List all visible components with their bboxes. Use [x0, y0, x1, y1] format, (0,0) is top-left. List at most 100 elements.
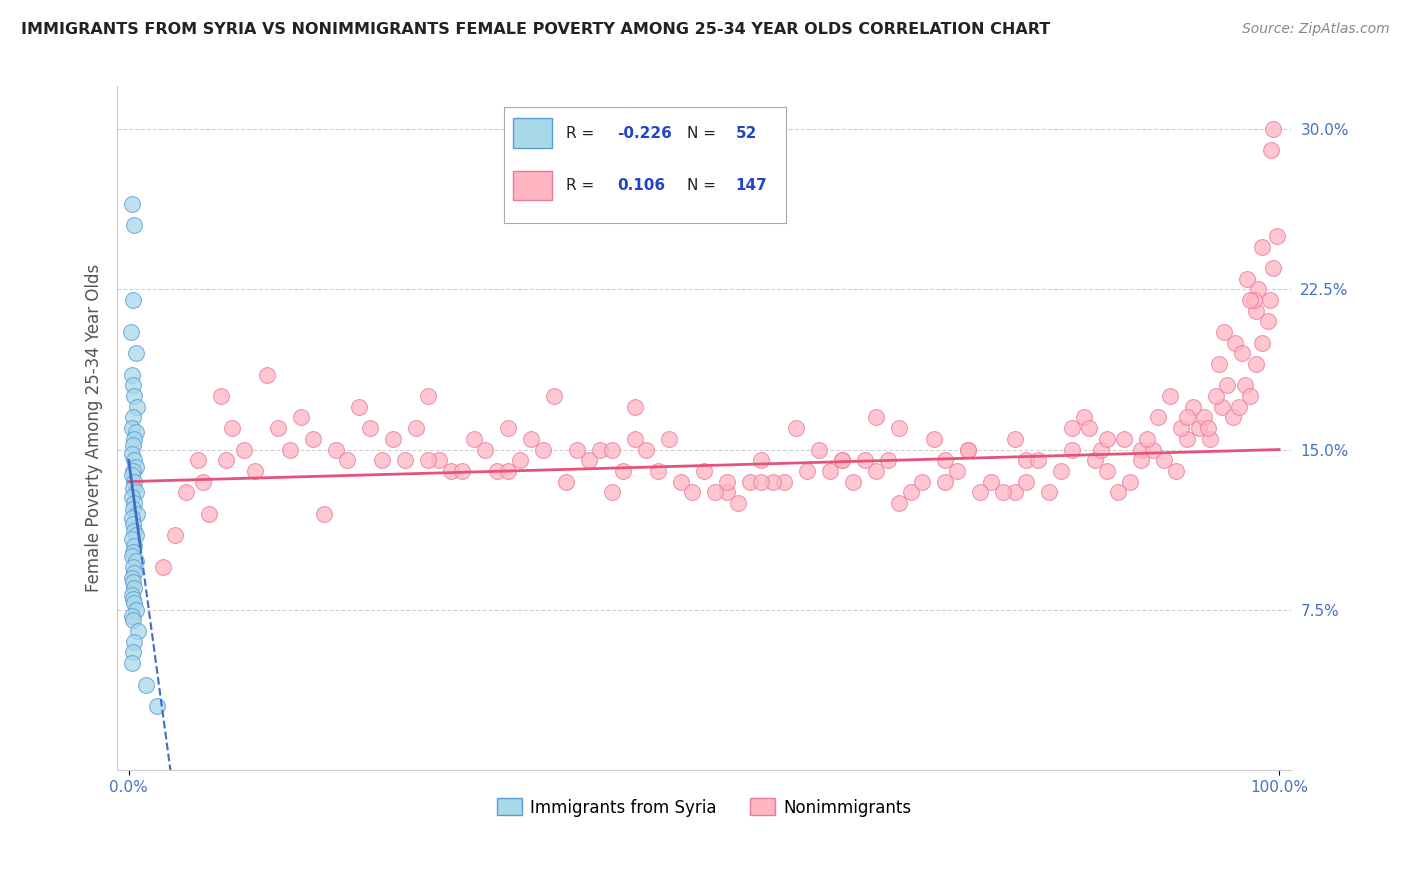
Point	[187, 453, 209, 467]
Point	[121, 368, 143, 382]
Point	[1244, 357, 1267, 371]
Point	[1216, 378, 1239, 392]
Point	[934, 475, 956, 489]
Point	[853, 453, 876, 467]
Point	[359, 421, 381, 435]
Point	[347, 400, 370, 414]
Point	[125, 507, 148, 521]
Point	[889, 496, 911, 510]
Point	[146, 698, 169, 713]
Point	[124, 496, 146, 510]
Point	[647, 464, 669, 478]
Point	[1212, 325, 1234, 339]
Point	[727, 496, 749, 510]
Point	[1147, 410, 1170, 425]
Point	[567, 442, 589, 457]
Y-axis label: Female Poverty Among 25-34 Year Olds: Female Poverty Among 25-34 Year Olds	[86, 264, 103, 592]
Point	[946, 464, 969, 478]
Point	[1118, 475, 1140, 489]
Point	[127, 624, 149, 639]
Point	[121, 468, 143, 483]
Point	[135, 677, 157, 691]
Point	[122, 545, 145, 559]
Point	[796, 464, 818, 478]
Point	[636, 442, 658, 457]
Point	[1236, 271, 1258, 285]
Point	[124, 524, 146, 538]
Point	[256, 368, 278, 382]
Point	[122, 517, 145, 532]
Point	[762, 475, 785, 489]
Point	[957, 442, 980, 457]
Point	[122, 438, 145, 452]
Point	[1159, 389, 1181, 403]
Point	[600, 442, 623, 457]
Point	[1004, 432, 1026, 446]
Point	[1073, 410, 1095, 425]
Point	[1015, 453, 1038, 467]
Point	[121, 656, 143, 670]
Point	[121, 447, 143, 461]
Point	[1187, 421, 1209, 435]
Point	[578, 453, 600, 467]
Point	[1199, 432, 1222, 446]
Point	[121, 197, 143, 211]
Point	[922, 432, 945, 446]
Point	[1181, 400, 1204, 414]
Point	[669, 475, 692, 489]
Point	[1095, 432, 1118, 446]
Point	[1112, 432, 1135, 446]
Point	[474, 442, 496, 457]
Point	[1222, 410, 1244, 425]
Point	[1247, 282, 1270, 296]
Point	[600, 485, 623, 500]
Point	[658, 432, 681, 446]
Point	[124, 635, 146, 649]
Point	[124, 389, 146, 403]
Point	[122, 410, 145, 425]
Point	[1205, 389, 1227, 403]
Text: IMMIGRANTS FROM SYRIA VS NONIMMIGRANTS FEMALE POVERTY AMONG 25-34 YEAR OLDS CORR: IMMIGRANTS FROM SYRIA VS NONIMMIGRANTS F…	[21, 22, 1050, 37]
Point	[121, 511, 143, 525]
Point	[498, 421, 520, 435]
Point	[1208, 357, 1230, 371]
Point	[416, 389, 439, 403]
Point	[589, 442, 612, 457]
Point	[716, 475, 738, 489]
Point	[124, 596, 146, 610]
Point	[124, 582, 146, 596]
Point	[1084, 453, 1107, 467]
Point	[267, 421, 290, 435]
Point	[1232, 346, 1254, 360]
Point	[1265, 228, 1288, 243]
Point	[704, 485, 727, 500]
Point	[785, 421, 807, 435]
Point	[1250, 239, 1272, 253]
Point	[889, 421, 911, 435]
Point	[969, 485, 991, 500]
Point	[934, 453, 956, 467]
Point	[716, 485, 738, 500]
Point	[121, 421, 143, 435]
Point	[957, 442, 980, 457]
Point	[543, 389, 565, 403]
Point	[624, 400, 647, 414]
Point	[124, 528, 146, 542]
Point	[1130, 442, 1153, 457]
Point	[427, 453, 450, 467]
Legend: Immigrants from Syria, Nonimmigrants: Immigrants from Syria, Nonimmigrants	[489, 792, 918, 823]
Point	[314, 507, 336, 521]
Point	[1130, 453, 1153, 467]
Point	[1060, 442, 1083, 457]
Point	[121, 533, 143, 547]
Point	[681, 485, 703, 500]
Point	[612, 464, 634, 478]
Point	[371, 453, 394, 467]
Point	[773, 475, 796, 489]
Point	[122, 560, 145, 574]
Point	[911, 475, 934, 489]
Point	[122, 378, 145, 392]
Point	[290, 410, 312, 425]
Point	[278, 442, 301, 457]
Point	[865, 464, 887, 478]
